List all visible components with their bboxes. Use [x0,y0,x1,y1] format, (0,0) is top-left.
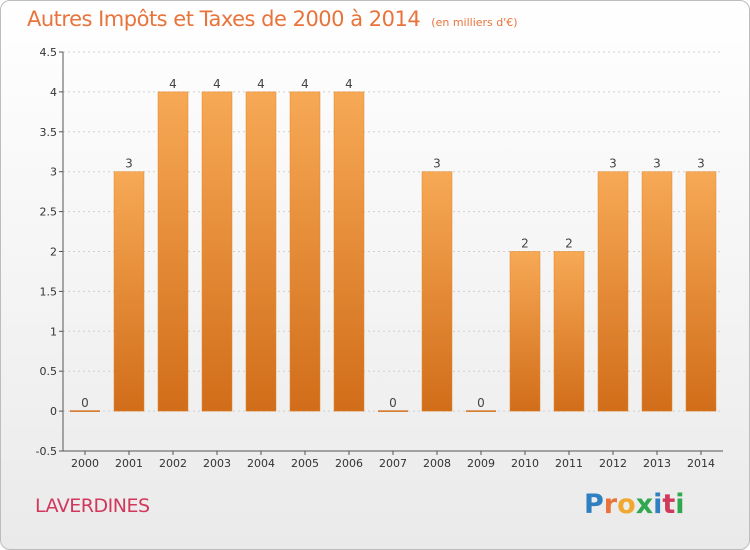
bar [289,91,321,412]
brand-logo: Proxiti [584,489,685,520]
bar [201,91,233,412]
bar [421,171,453,412]
bar [113,171,145,412]
bars [70,91,717,412]
data-label: 4 [257,77,265,91]
x-tick-label: 2009 [467,457,495,470]
x-tick-label: 2011 [555,457,583,470]
data-label: 3 [653,157,661,171]
data-label: 3 [697,157,705,171]
data-label: 3 [433,157,441,171]
bar [245,91,277,412]
x-tick-label: 2013 [643,457,671,470]
chart-subtitle: (en milliers d'€) [431,16,518,29]
bar [685,171,717,412]
x-tick-label: 2003 [203,457,231,470]
y-tick-label: 4.5 [40,46,58,59]
data-label: 2 [521,237,529,251]
y-tick-label: 2 [50,246,57,259]
x-tick-label: 2002 [159,457,187,470]
bar [157,91,189,412]
x-tick-label: 2010 [511,457,539,470]
data-label: 4 [213,77,221,91]
data-label: 4 [345,77,353,91]
bar [641,171,673,412]
x-tick-label: 2006 [335,457,363,470]
data-label: 0 [389,396,397,410]
y-tick-label: 4 [50,86,57,99]
bar [553,251,585,412]
brand-letter: t [662,489,676,520]
y-tick-label: -0.5 [36,445,57,458]
x-tick-label: 2008 [423,457,451,470]
y-tick-label: 1 [50,325,57,338]
data-label: 3 [609,157,617,171]
y-tick-label: 0.5 [40,365,58,378]
data-label: 2 [565,237,573,251]
y-tick-label: 0 [50,405,57,418]
data-label: 3 [125,157,133,171]
bar [597,171,629,412]
y-tick-label: 3 [50,166,57,179]
x-tick-label: 2012 [599,457,627,470]
x-tick-label: 2014 [687,457,715,470]
bar [509,251,541,412]
y-tick-label: 1.5 [40,285,58,298]
x-tick-label: 2005 [291,457,319,470]
brand-letter: i [653,489,663,520]
brand-letter: r [603,489,618,520]
brand-letter: x [635,489,654,520]
data-label: 4 [301,77,309,91]
y-tick-label: 2.5 [40,206,58,219]
labels: -0.500.511.522.533.544.50200032001420024… [36,46,715,470]
x-tick-label: 2000 [71,457,99,470]
brand-letter: i [675,489,685,520]
chart-title: Autres Impôts et Taxes de 2000 à 2014 [27,7,421,31]
x-tick-label: 2004 [247,457,275,470]
axes [59,51,723,455]
y-tick-label: 3.5 [40,126,58,139]
brand-letter: P [584,489,604,520]
data-label: 0 [81,396,89,410]
place-name: LAVERDINES [35,495,150,517]
data-label: 4 [169,77,177,91]
x-tick-label: 2007 [379,457,407,470]
x-tick-label: 2001 [115,457,143,470]
data-label: 0 [477,396,485,410]
brand-letter: o [617,489,636,520]
title-block: Autres Impôts et Taxes de 2000 à 2014 (e… [27,7,518,31]
bar [333,91,365,412]
